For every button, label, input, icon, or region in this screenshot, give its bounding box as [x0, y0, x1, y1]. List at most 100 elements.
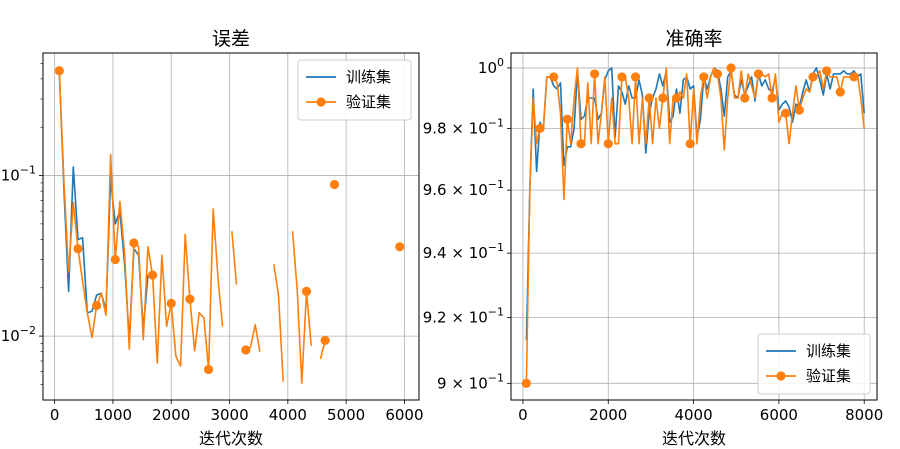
data-point: [658, 93, 668, 103]
y-tick-exponent: −1: [488, 116, 504, 129]
legend-marker: [316, 97, 326, 107]
y-tick-exponent: −1: [488, 306, 504, 319]
y-tick-mantissa: 9.2 × 10: [423, 309, 488, 327]
legend-box: [757, 333, 871, 395]
data-point: [740, 93, 750, 103]
data-point: [603, 139, 613, 149]
data-point: [590, 69, 600, 79]
y-tick-exponent: −1: [20, 164, 36, 177]
data-point: [822, 66, 832, 76]
y-tick-label: 9.4 × 10−1: [423, 241, 504, 262]
y-tick-mantissa: 10: [478, 59, 497, 77]
y-tick-mantissa: 10: [1, 167, 20, 185]
data-point: [794, 105, 804, 115]
data-point: [73, 244, 83, 254]
x-tick-label: 4000: [269, 406, 307, 424]
data-point: [576, 139, 586, 149]
y-tick-mantissa: 9.8 × 10: [423, 119, 488, 137]
x-tick-label: 2000: [152, 406, 190, 424]
x-axis-label: 迭代次数: [199, 429, 263, 448]
data-point: [395, 242, 405, 252]
data-point: [835, 87, 845, 97]
x-tick-label: 5000: [327, 406, 365, 424]
data-point: [849, 72, 859, 82]
x-tick-label: 4000: [674, 406, 712, 424]
data-point: [767, 93, 777, 103]
data-point: [301, 286, 312, 296]
series-validation: [54, 66, 405, 384]
data-point: [630, 72, 641, 82]
data-point: [808, 72, 818, 82]
data-point: [185, 294, 195, 304]
data-point: [110, 254, 120, 265]
legend-entry: 验证集: [346, 93, 391, 111]
y-tick-label: 9.6 × 10−1: [423, 178, 504, 199]
x-axis-label: 迭代次数: [662, 429, 726, 448]
legend-entry: 验证集: [806, 367, 851, 385]
y-tick-exponent: −1: [488, 178, 504, 191]
axes-frame: [510, 52, 878, 401]
data-point: [781, 108, 791, 118]
chart-title: 准确率: [665, 28, 722, 50]
data-point: [712, 69, 723, 79]
y-tick-label: 10−2: [1, 324, 36, 345]
x-tick-label: 6000: [385, 406, 423, 424]
data-point: [671, 93, 682, 103]
x-tick-label: 1000: [94, 406, 132, 424]
x-tick-label: 6000: [760, 406, 798, 424]
data-point: [129, 238, 139, 248]
legend-box: [297, 59, 412, 121]
x-tick-label: 8000: [845, 406, 883, 424]
series-line: [273, 264, 284, 382]
y-tick-label: 10−1: [1, 164, 36, 185]
data-point: [562, 114, 572, 124]
data-point: [147, 270, 158, 280]
x-tick-label: 3000: [210, 406, 248, 424]
chart-0: 0 1000 2000 3000 4000 5000 600010−210−1误差迭代次数训…: [1, 28, 424, 448]
y-tick-label: 9.2 × 10−1: [423, 306, 504, 327]
data-point: [699, 72, 709, 82]
data-point: [644, 93, 654, 103]
data-point: [753, 69, 764, 79]
y-tick-exponent: −1: [488, 241, 504, 254]
legend-marker: [776, 371, 786, 381]
legend-entry: 训练集: [346, 68, 391, 86]
y-tick-label: 100: [478, 56, 504, 77]
data-point: [54, 66, 64, 76]
data-point: [203, 364, 214, 375]
chart-title: 误差: [212, 28, 250, 50]
data-point: [549, 72, 559, 82]
y-tick-label: 9.8 × 10−1: [423, 116, 504, 137]
y-tick-exponent: −1: [488, 371, 504, 384]
y-tick-mantissa: 10: [1, 327, 20, 345]
data-point: [320, 335, 330, 346]
series-line: [231, 231, 238, 285]
data-point: [92, 300, 102, 311]
x-tick-label: 2000: [589, 406, 627, 424]
data-point: [726, 63, 736, 73]
data-point: [617, 72, 627, 82]
x-tick-label: 0: [50, 406, 60, 424]
y-tick-exponent: −2: [20, 324, 36, 337]
y-tick-exponent: 0: [497, 56, 504, 69]
series-validation: [521, 63, 865, 388]
data-point: [166, 298, 176, 308]
series-line: [58, 70, 224, 371]
data-point: [521, 378, 531, 388]
x-tick-label: 0: [518, 406, 528, 424]
y-tick-label: 9 × 10−1: [437, 371, 504, 392]
data-point: [685, 139, 695, 149]
legend-entry: 训练集: [806, 342, 851, 360]
y-tick-mantissa: 9.4 × 10: [423, 244, 488, 262]
data-point: [535, 123, 545, 134]
y-tick-mantissa: 9.6 × 10: [423, 181, 488, 199]
axes-frame: [42, 52, 420, 401]
data-point: [329, 179, 340, 190]
series-line: [291, 231, 312, 384]
y-tick-mantissa: 9 × 10: [437, 374, 488, 392]
data-point: [241, 345, 251, 355]
